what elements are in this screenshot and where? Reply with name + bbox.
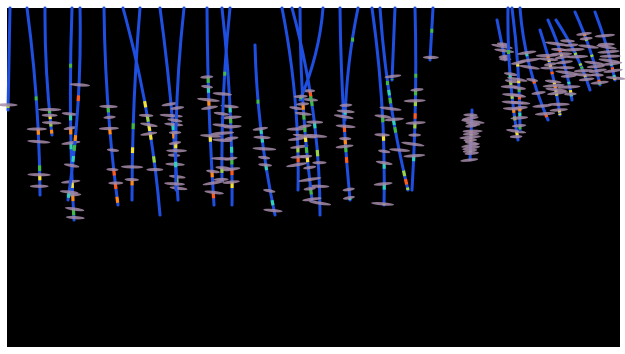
assay-interval xyxy=(430,29,433,33)
assay-interval xyxy=(154,156,155,162)
assay-interval xyxy=(414,74,417,78)
assay-interval xyxy=(145,101,146,107)
assay-interval xyxy=(507,50,510,54)
assay-interval xyxy=(306,147,307,153)
assay-interval xyxy=(581,67,582,69)
assay-interval xyxy=(223,72,226,76)
assay-interval xyxy=(272,200,273,205)
assay-interval xyxy=(575,53,576,55)
drillhole-trace xyxy=(8,8,10,110)
assay-interval xyxy=(552,72,553,75)
assay-interval xyxy=(74,145,75,151)
assay-interval xyxy=(73,156,74,162)
assay-interval xyxy=(317,150,318,156)
assay-interval xyxy=(407,187,408,190)
assay-interval xyxy=(351,38,354,42)
assay-interval xyxy=(592,55,593,57)
assay-interval xyxy=(580,64,581,66)
viewport xyxy=(0,0,625,354)
assay-interval xyxy=(403,171,404,176)
assay-interval xyxy=(69,64,72,68)
assay-interval xyxy=(35,96,38,100)
assay-interval xyxy=(386,81,389,85)
assay-interval xyxy=(389,90,390,95)
assay-interval xyxy=(309,96,312,100)
assay-interval xyxy=(405,179,406,184)
assay-interval xyxy=(569,82,570,84)
assay-interval xyxy=(390,98,391,103)
assay-interval xyxy=(75,135,76,141)
assay-interval xyxy=(256,100,259,104)
assay-interval xyxy=(117,197,118,203)
assay-interval xyxy=(395,127,396,132)
page: (() => { const data = JSON.parse(documen… xyxy=(0,0,625,354)
structure-disc xyxy=(146,168,163,171)
